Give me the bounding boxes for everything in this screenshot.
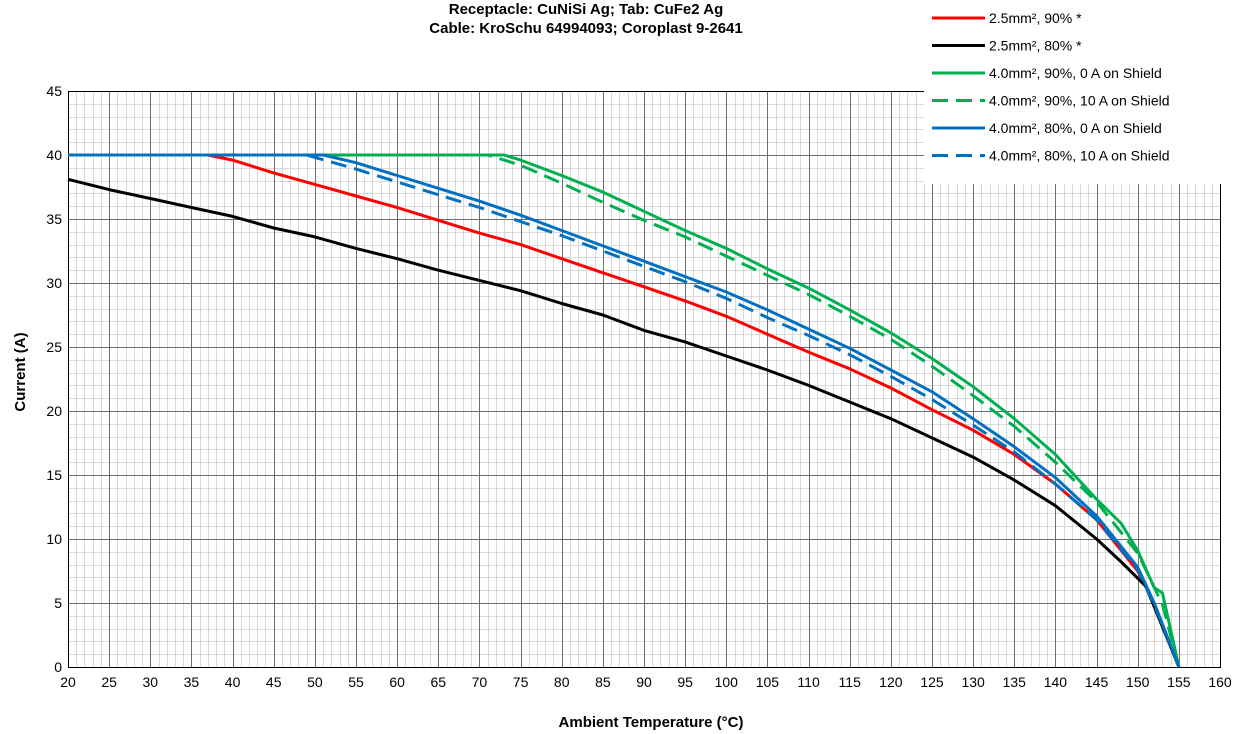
- legend-label-2: 2.5mm², 80% *: [989, 38, 1082, 54]
- legend-label-6: 4.0mm², 80%, 10 A on Shield: [989, 148, 1170, 164]
- series-line-6: [68, 153, 1181, 668]
- data-series: [67, 153, 1181, 668]
- x-tick-label: 90: [636, 674, 652, 690]
- x-tick-label: 95: [677, 674, 693, 690]
- x-tick-label: 30: [142, 674, 158, 690]
- legend-background: [924, 0, 1226, 184]
- x-tick-label: 40: [225, 674, 241, 690]
- series-line-5: [68, 153, 1181, 668]
- x-tick-label: 135: [1003, 674, 1027, 690]
- x-tick-label: 25: [101, 674, 117, 690]
- x-tick-label: 35: [184, 674, 200, 690]
- x-tick-label: 65: [430, 674, 446, 690]
- y-tick-label: 0: [54, 659, 62, 675]
- x-tick-label: 75: [513, 674, 529, 690]
- legend-label-3: 4.0mm², 90%, 0 A on Shield: [989, 65, 1162, 81]
- y-tick-label: 40: [46, 147, 62, 163]
- series-line-3: [68, 153, 1181, 668]
- x-tick-label: 115: [839, 674, 862, 690]
- x-axis-label: Ambient Temperature (°C): [559, 714, 744, 731]
- x-tick-label: 145: [1085, 674, 1109, 690]
- x-tick-label: 150: [1126, 674, 1150, 690]
- chart-title-line-2: Cable: KroSchu 64994093; Coroplast 9-264…: [429, 20, 742, 37]
- x-tick-label: 20: [60, 674, 76, 690]
- series-line-2: [67, 177, 1181, 668]
- x-tick-label: 155: [1167, 674, 1191, 690]
- x-tick-label: 70: [472, 674, 488, 690]
- x-tick-label: 60: [389, 674, 405, 690]
- chart-legend: 2.5mm², 90% * 2.5mm², 80% * 4.0mm², 90%, 0…: [924, 0, 1226, 184]
- x-tick-label: 105: [756, 674, 780, 690]
- x-tick-label: 55: [348, 674, 364, 690]
- legend-label-4: 4.0mm², 90%, 10 A on Shield: [989, 93, 1170, 109]
- y-tick-label: 30: [46, 275, 62, 291]
- x-tick-label: 45: [266, 674, 282, 690]
- legend-label-5: 4.0mm², 80%, 0 A on Shield: [989, 120, 1162, 136]
- x-tick-label: 110: [797, 674, 820, 690]
- y-axis-tick-labels: 0 5 10 15 20 25 30 35 40 45: [46, 83, 62, 675]
- y-tick-label: 15: [46, 467, 62, 483]
- y-tick-label: 20: [46, 403, 62, 419]
- y-tick-label: 10: [46, 531, 62, 547]
- x-tick-label: 50: [307, 674, 323, 690]
- legend-label-1: 2.5mm², 90% *: [989, 10, 1082, 26]
- x-tick-label: 130: [961, 674, 985, 690]
- x-tick-label: 85: [595, 674, 611, 690]
- chart-title-line-1: Receptacle: CuNiSi Ag; Tab: CuFe2 Ag: [449, 1, 723, 18]
- x-tick-label: 100: [715, 674, 739, 690]
- series-line-4: [68, 153, 1181, 668]
- x-tick-label: 125: [920, 674, 944, 690]
- y-tick-label: 5: [54, 595, 62, 611]
- x-axis-tick-labels: 20 25 30 35 40 45 50 55 60 65 70 75 80 85 90 95 100 105 11…: [60, 674, 1232, 690]
- x-tick-label: 160: [1208, 674, 1232, 690]
- plot-area-frame: [68, 91, 1221, 668]
- y-tick-label: 45: [46, 83, 62, 99]
- x-tick-label: 80: [554, 674, 570, 690]
- x-tick-label: 120: [879, 674, 903, 690]
- chart-title: Receptacle: CuNiSi Ag; Tab: CuFe2 Ag Cab…: [429, 1, 742, 37]
- y-tick-label: 25: [46, 339, 62, 355]
- x-tick-label: 140: [1044, 674, 1068, 690]
- y-axis-label: Current (A): [12, 332, 29, 411]
- y-tick-label: 35: [46, 211, 62, 227]
